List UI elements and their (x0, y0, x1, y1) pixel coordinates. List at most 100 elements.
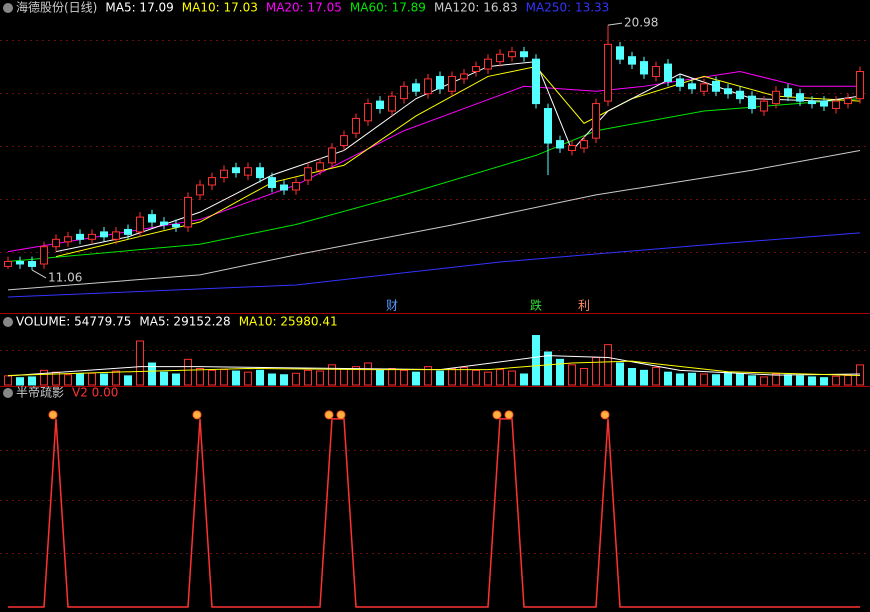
volume-bar (376, 369, 384, 386)
signal-icon (336, 410, 346, 420)
volume-bar (820, 377, 828, 386)
ma-line (7, 355, 861, 377)
legend-entry: V2 0.00 (72, 386, 118, 400)
volume-bar (100, 373, 108, 386)
volume-bar (148, 362, 156, 386)
volume-bar (208, 369, 216, 386)
volume-bar (76, 373, 84, 386)
volume-bar (40, 369, 48, 386)
volume-bar (388, 368, 396, 386)
legend-entry: MA5: 29152.28 (139, 315, 230, 329)
candle-body (652, 66, 660, 77)
candle-body (364, 103, 372, 122)
legend-entry: MA120: 16.83 (434, 1, 518, 15)
candle-body (664, 63, 672, 82)
volume-bar (160, 371, 168, 386)
menu-icon[interactable] (3, 3, 13, 13)
menu-icon[interactable] (3, 388, 13, 398)
candle-body (808, 100, 816, 105)
candle-body (736, 90, 744, 100)
candle-body (208, 177, 216, 186)
menu-icon[interactable] (3, 317, 13, 327)
candle-body (796, 93, 804, 102)
candle-body (52, 238, 60, 248)
volume-bar (808, 376, 816, 386)
candle-body (856, 71, 864, 100)
volume-bar (460, 366, 468, 386)
volume-bar (364, 362, 372, 386)
volume-bar (124, 375, 132, 386)
candle-body (616, 46, 624, 60)
volume-bar (340, 368, 348, 386)
extreme-label: 20.98 (624, 16, 658, 30)
signal-icon (492, 410, 502, 420)
legend-entry: MA20: 17.05 (266, 1, 342, 15)
candle-body (76, 233, 84, 240)
volume-bar (652, 366, 660, 386)
event-tag: 跌 (530, 298, 542, 313)
volume-bar (664, 371, 672, 386)
candle-body (124, 228, 132, 235)
volume-bar (556, 358, 564, 386)
candle-body (220, 169, 228, 179)
volume-bar (136, 340, 144, 386)
candle-body (352, 117, 360, 134)
signal-icon (48, 410, 58, 420)
legend-entry: MA250: 13.33 (526, 1, 610, 15)
volume-bar (544, 351, 552, 386)
volume-bar (232, 370, 240, 386)
candle-body (712, 80, 720, 92)
candle-body (568, 145, 576, 151)
volume-bar (736, 373, 744, 386)
candle-body (580, 140, 588, 149)
candle-body (244, 167, 252, 176)
candle-body (340, 135, 348, 147)
volume-bar (496, 369, 504, 386)
candle-body (64, 236, 72, 243)
extreme-pointer (31, 269, 47, 279)
candle-body (100, 231, 108, 238)
volume-bar (352, 366, 360, 386)
candle-body (172, 223, 180, 228)
candle-body (40, 246, 48, 265)
legend-entry: 半帝疏影 (16, 385, 64, 400)
candle-body (676, 78, 684, 87)
signal-icon (504, 410, 514, 420)
signal-icon (324, 410, 334, 420)
volume-bar (760, 376, 768, 386)
candle-body (304, 167, 312, 181)
candle-body (16, 261, 24, 265)
extreme-label: 11.06 (48, 270, 82, 284)
volume-bar (640, 369, 648, 386)
candle-body (268, 177, 276, 188)
candle-body (700, 83, 708, 92)
volume-bar (448, 368, 456, 386)
volume-bar (244, 371, 252, 386)
volume-bar (628, 368, 636, 386)
candle-body (508, 51, 516, 58)
candle-body (496, 53, 504, 63)
candle-body (424, 78, 432, 95)
signal-line (8, 418, 860, 608)
volume-bar (412, 371, 420, 386)
candle-body (724, 88, 732, 95)
volume-bar (436, 370, 444, 386)
candle-body (136, 216, 144, 233)
candle-body (472, 66, 480, 73)
candle-body (160, 221, 168, 225)
volume-bar (424, 366, 432, 386)
legend-entry: VOLUME: 54779.75 (16, 315, 131, 329)
candle-body (772, 90, 780, 105)
candle-body (376, 100, 384, 110)
legend-entry: MA60: 17.89 (350, 1, 426, 15)
volume-bar (832, 375, 840, 386)
signal-icon (600, 410, 610, 420)
volume-bar (676, 373, 684, 386)
ma-line (55, 66, 861, 258)
candle-body (436, 75, 444, 90)
volume-bar (172, 373, 180, 386)
candle-body (316, 162, 324, 171)
candle-body (412, 83, 420, 92)
ma-line (7, 232, 861, 298)
